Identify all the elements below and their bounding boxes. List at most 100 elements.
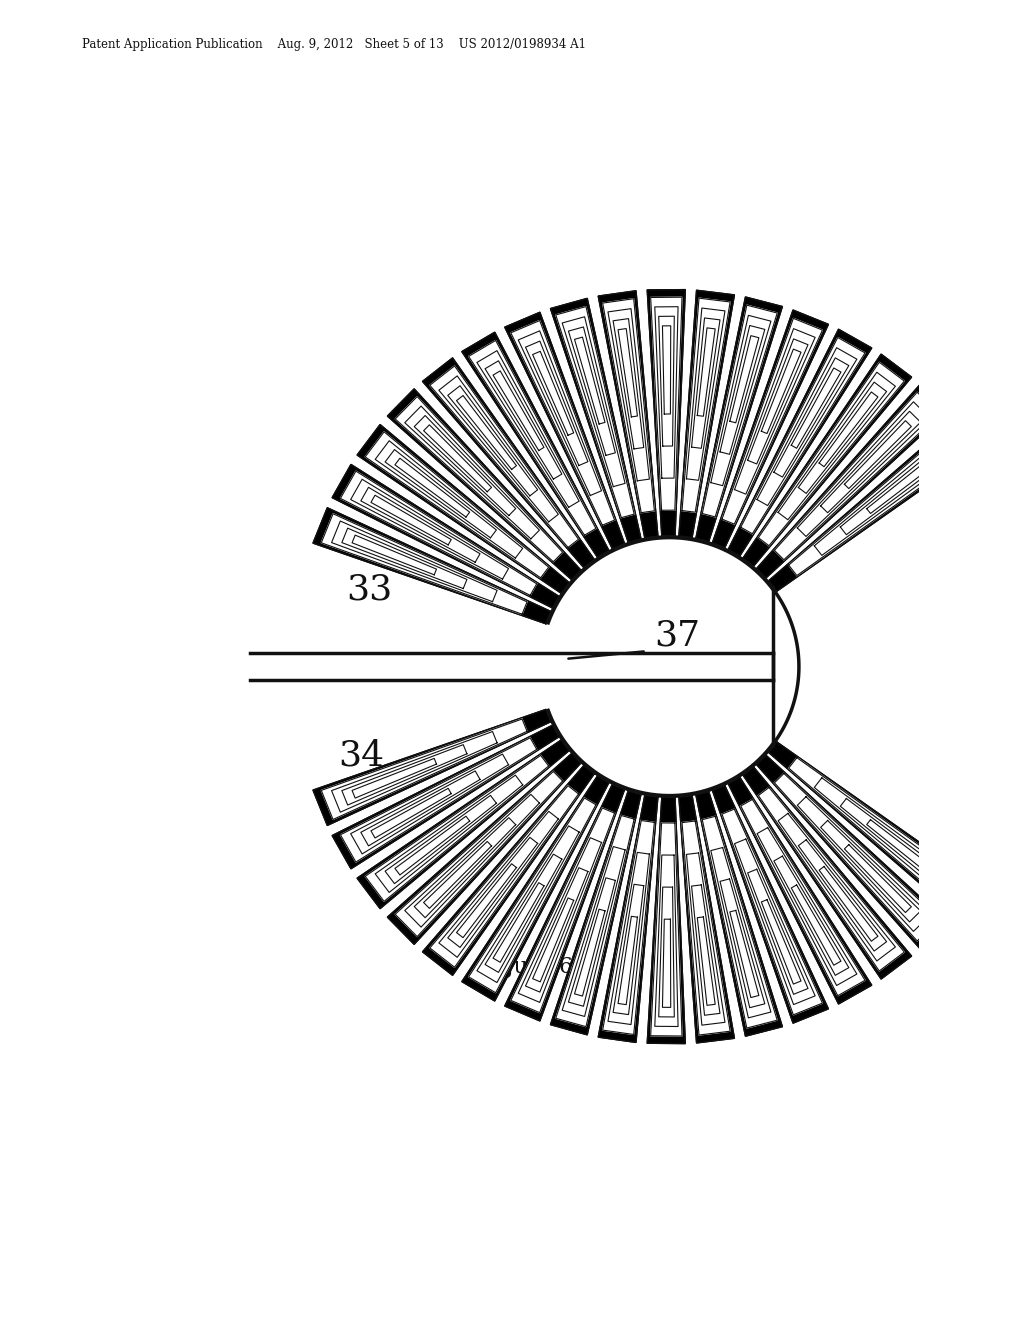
Polygon shape: [608, 309, 649, 480]
Polygon shape: [322, 719, 527, 820]
Polygon shape: [788, 758, 970, 907]
Polygon shape: [845, 845, 911, 912]
Polygon shape: [650, 297, 682, 511]
Polygon shape: [493, 883, 544, 962]
Polygon shape: [511, 808, 614, 1012]
Polygon shape: [748, 870, 808, 994]
Polygon shape: [469, 799, 596, 993]
Polygon shape: [702, 305, 777, 517]
Polygon shape: [518, 331, 601, 495]
Polygon shape: [366, 432, 549, 578]
Polygon shape: [774, 358, 849, 477]
Polygon shape: [679, 796, 734, 1043]
Polygon shape: [866, 454, 941, 513]
Polygon shape: [395, 771, 562, 937]
Polygon shape: [430, 366, 579, 548]
Polygon shape: [532, 898, 573, 982]
Polygon shape: [722, 318, 822, 524]
Polygon shape: [360, 771, 480, 846]
Polygon shape: [568, 878, 615, 1006]
Polygon shape: [485, 854, 562, 973]
Polygon shape: [819, 392, 878, 467]
Polygon shape: [728, 329, 871, 556]
Text: 37: 37: [654, 619, 700, 653]
Polygon shape: [757, 384, 947, 578]
Polygon shape: [493, 371, 544, 450]
Polygon shape: [568, 327, 615, 455]
Polygon shape: [686, 308, 725, 480]
Polygon shape: [696, 792, 782, 1036]
Polygon shape: [757, 828, 857, 986]
Polygon shape: [798, 401, 930, 536]
Polygon shape: [430, 785, 579, 968]
Polygon shape: [814, 436, 961, 556]
Polygon shape: [691, 318, 720, 449]
Polygon shape: [350, 754, 509, 854]
Polygon shape: [385, 796, 497, 883]
Polygon shape: [778, 372, 895, 520]
Polygon shape: [820, 821, 921, 921]
Polygon shape: [757, 347, 857, 506]
Polygon shape: [798, 797, 930, 932]
Polygon shape: [424, 425, 492, 492]
Polygon shape: [814, 777, 961, 898]
Polygon shape: [759, 362, 904, 545]
Polygon shape: [618, 916, 637, 1005]
Polygon shape: [387, 754, 581, 944]
Polygon shape: [788, 426, 970, 576]
Polygon shape: [532, 351, 573, 436]
Polygon shape: [762, 900, 801, 985]
Polygon shape: [743, 767, 911, 979]
Polygon shape: [743, 354, 911, 566]
Polygon shape: [357, 741, 569, 908]
Polygon shape: [562, 317, 625, 487]
Text: 33: 33: [346, 573, 392, 607]
Polygon shape: [654, 306, 678, 478]
Polygon shape: [613, 318, 644, 449]
Polygon shape: [357, 425, 569, 593]
Polygon shape: [841, 799, 950, 888]
Polygon shape: [734, 329, 815, 494]
Polygon shape: [477, 351, 580, 507]
Polygon shape: [740, 338, 865, 533]
Polygon shape: [415, 416, 516, 516]
Polygon shape: [423, 358, 594, 568]
Polygon shape: [340, 471, 537, 595]
Polygon shape: [477, 826, 580, 982]
Polygon shape: [774, 392, 940, 560]
Polygon shape: [562, 846, 625, 1016]
Text: 34: 34: [339, 738, 385, 772]
Polygon shape: [360, 487, 480, 562]
Polygon shape: [332, 725, 559, 869]
Polygon shape: [757, 755, 947, 949]
Polygon shape: [819, 866, 878, 941]
Polygon shape: [447, 837, 538, 948]
Polygon shape: [654, 855, 678, 1027]
Polygon shape: [799, 840, 887, 950]
Polygon shape: [691, 884, 720, 1015]
Polygon shape: [415, 817, 516, 917]
Polygon shape: [713, 785, 828, 1023]
Polygon shape: [313, 508, 551, 624]
Polygon shape: [518, 838, 601, 1002]
Polygon shape: [342, 528, 467, 589]
Polygon shape: [511, 321, 614, 525]
Polygon shape: [618, 329, 637, 417]
Polygon shape: [462, 776, 609, 1001]
Polygon shape: [647, 289, 685, 536]
Polygon shape: [387, 389, 581, 579]
Polygon shape: [759, 788, 904, 972]
Polygon shape: [679, 290, 734, 537]
Polygon shape: [682, 821, 730, 1035]
Polygon shape: [768, 420, 978, 591]
Polygon shape: [439, 812, 558, 957]
Polygon shape: [663, 326, 671, 414]
Polygon shape: [603, 298, 654, 512]
Polygon shape: [730, 335, 759, 422]
Polygon shape: [332, 731, 497, 812]
Polygon shape: [375, 441, 522, 558]
Polygon shape: [352, 535, 436, 574]
Polygon shape: [395, 816, 470, 875]
Polygon shape: [663, 919, 671, 1007]
Polygon shape: [551, 298, 641, 543]
